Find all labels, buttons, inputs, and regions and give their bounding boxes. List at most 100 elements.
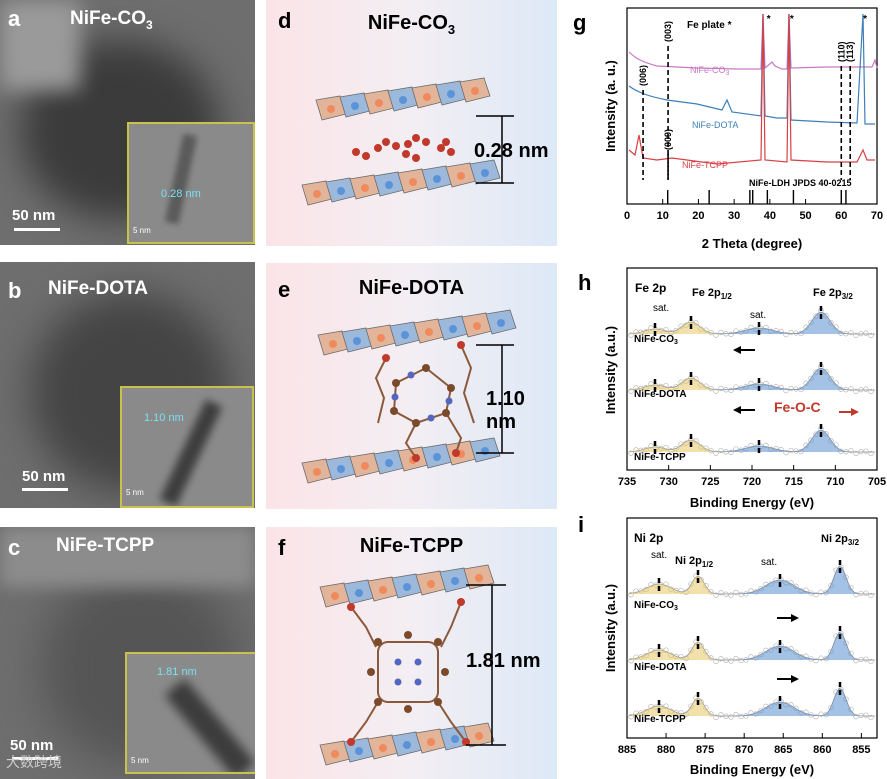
metal-atom (451, 735, 459, 743)
xps-data-point (853, 388, 859, 395)
metal-atom (427, 738, 435, 746)
metal-atom (449, 325, 457, 333)
metal-atom (473, 322, 481, 330)
ni2p-label-co3: NiFe-CO3 (634, 600, 678, 612)
metal-atom (403, 583, 411, 591)
structure-title-e: NiFe-DOTA (358, 277, 465, 299)
xps-data-point (818, 589, 824, 595)
x-tick-label: 30 (728, 210, 740, 222)
x-tick-label: 715 (784, 476, 802, 488)
xrd-reference-label: NiFe-LDH JPDS 40-0215 (749, 178, 852, 188)
xrd-label-dota: NiFe-DOTA (692, 120, 738, 130)
metal-atom (351, 102, 359, 110)
xps-data-point (728, 331, 734, 337)
ni2p-peak-12: Ni 2p1/2 (675, 555, 714, 569)
x-tick-label: 70 (871, 210, 883, 222)
xps-data-point (713, 714, 719, 720)
xps-data-point (858, 386, 864, 393)
xps-data-point (863, 448, 869, 454)
xrd-label-tcpp: NiFe-TCPP (682, 160, 728, 170)
xps-data-point (723, 591, 729, 597)
structure-spacing-d: 0.28 nm (474, 140, 549, 162)
metal-atom (329, 340, 337, 348)
fe2p-sat-2: sat. (750, 310, 766, 321)
xps-data-point (783, 387, 789, 394)
scalebar-label-b: 50 nm (22, 468, 66, 485)
xrd-series-dota (628, 13, 875, 125)
hkl-label: (003) (663, 21, 673, 42)
metal-atom (327, 105, 335, 113)
inset-scalebar-a: 5 nm (133, 226, 151, 235)
xps-data-point (713, 332, 719, 338)
xps-data-point (728, 714, 734, 720)
xps-data-point (863, 386, 869, 392)
x-tick-label: 725 (701, 476, 719, 488)
hkl-label: (113) (845, 41, 855, 62)
ni2p-chart: 885 880 875 870 865 860 855 Ni 2p Ni 2p1/2 Ni … (603, 517, 878, 777)
ni2p-shift-arrows (777, 614, 799, 683)
xps-fit-component (680, 642, 716, 660)
xps-data-point (718, 712, 724, 718)
xps-fit-component (794, 430, 848, 452)
xps-data-point (813, 591, 819, 598)
xps-data-point (868, 714, 874, 721)
x-tick-label: 710 (826, 476, 844, 488)
xps-data-point (718, 656, 724, 662)
xps-data-point (713, 592, 719, 598)
metal-atom (403, 741, 411, 749)
xps-data-point (848, 447, 854, 454)
metal-atom (353, 337, 361, 345)
x-tick-label: 875 (696, 744, 714, 756)
x-tick-label: 705 (868, 476, 886, 488)
xps-data-point (733, 655, 739, 662)
x-tick-label: 40 (764, 210, 776, 222)
xps-data-point (733, 589, 739, 596)
metal-atom (361, 184, 369, 192)
xps-fit-component (822, 566, 858, 594)
xps-data-point (723, 657, 729, 663)
metal-atom (433, 175, 441, 183)
scalebar-label-c: 50 nm (10, 737, 54, 754)
metal-atom (361, 462, 369, 470)
structure-spacing-f: 1.81 nm (466, 650, 541, 672)
xps-data-point (853, 657, 859, 664)
xps-data-point (783, 331, 789, 338)
ni2p-xlabel: Binding Energy (eV) (690, 762, 814, 777)
x-tick-label: 880 (657, 744, 675, 756)
metal-atom (471, 87, 479, 95)
xps-data-point (788, 385, 794, 392)
x-tick-label: 720 (743, 476, 761, 488)
xps-data-point (853, 332, 859, 339)
xrd-xlabel: 2 Theta (degree) (702, 236, 802, 251)
panel-label-e: e (278, 277, 291, 302)
metal-atom (481, 447, 489, 455)
xps-data-point (713, 388, 719, 394)
tem-panel-c: c NiFe-TCPP 50 nm 1.81 nm 5 nm (0, 527, 255, 779)
xps-data-point (813, 713, 819, 720)
xps-data-point (628, 332, 634, 338)
xps-data-point (863, 712, 869, 718)
xps-data-point (858, 712, 864, 719)
xps-fit-component (822, 632, 858, 660)
xps-data-point (723, 713, 729, 719)
xrd-plot-frame (626, 7, 878, 205)
carbonate-anions (352, 134, 455, 162)
ni2p-plot-frame (626, 517, 878, 739)
xps-data-point (788, 329, 794, 336)
xrd-fe-legend: Fe plate * (687, 20, 732, 31)
fe2p-region: Fe 2p (635, 281, 666, 295)
inset-spacing-b: 1.10 nm (144, 412, 184, 424)
ni2p-sat-2: sat. (761, 557, 777, 568)
xps-data-point (853, 591, 859, 598)
structure-panel-d: d NiFe-CO3 0.28 nm (266, 0, 557, 246)
metal-atom (385, 459, 393, 467)
xps-data-point (633, 447, 639, 453)
xps-data-point (818, 711, 824, 717)
fe2p-sat-1: sat. (653, 303, 669, 314)
xps-data-point (628, 714, 634, 720)
tem-panel-a: a NiFe-CO3 50 nm 0.28 nm 5 nm (0, 0, 255, 245)
xps-fit-component (794, 312, 848, 334)
metal-atom (377, 334, 385, 342)
scalebar-b (22, 488, 68, 491)
x-tick-label: 870 (735, 744, 753, 756)
